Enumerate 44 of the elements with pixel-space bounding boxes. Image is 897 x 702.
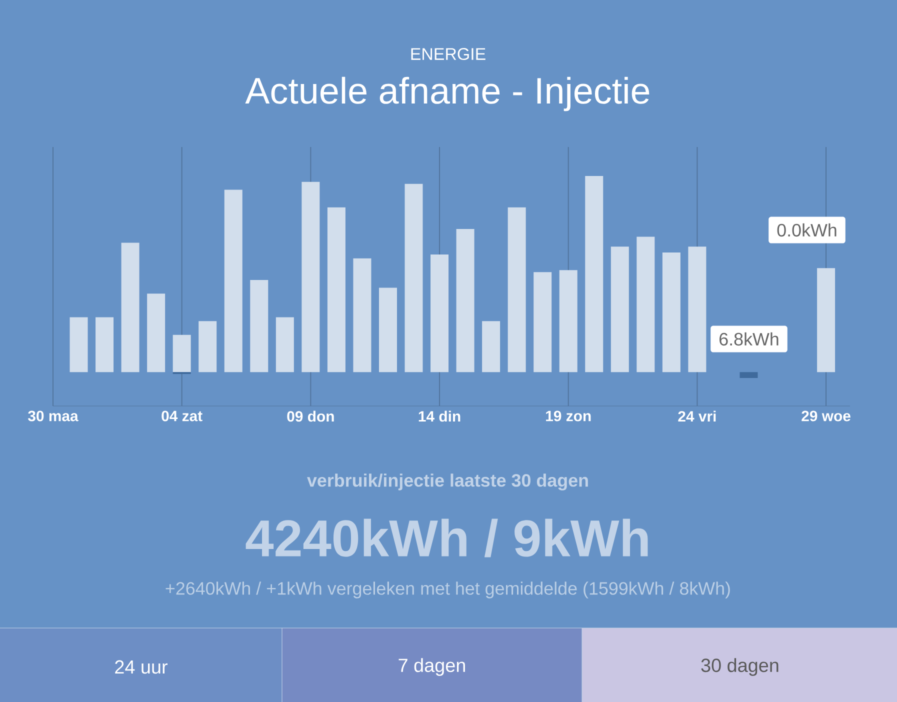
annotation: 0.0kWh xyxy=(777,223,836,237)
bar xyxy=(817,268,836,372)
text: verbruik/injectie laatste 30 dagen xyxy=(307,474,588,490)
text: 24 uur xyxy=(115,660,168,674)
bar xyxy=(688,246,706,372)
bar xyxy=(662,252,680,372)
annotation: 6.8kWh xyxy=(720,332,778,346)
bar xyxy=(224,190,242,372)
bar xyxy=(121,242,140,372)
bar xyxy=(559,270,578,372)
bar xyxy=(404,184,423,372)
bar xyxy=(636,236,655,372)
bar xyxy=(250,280,268,372)
bar xyxy=(508,207,526,372)
x-tick-label: 24 vri xyxy=(678,410,716,422)
bar xyxy=(585,176,604,372)
bar xyxy=(198,321,217,372)
x-tick-label: 04 zat xyxy=(162,410,202,422)
bar xyxy=(327,207,346,372)
chart-title: Actuele afname - Injectie xyxy=(245,76,650,112)
x-tick-label: 09 don xyxy=(287,410,334,422)
x-tick-label: 19 zon xyxy=(546,410,591,422)
bar xyxy=(610,246,629,372)
bar xyxy=(96,317,114,372)
bar xyxy=(534,272,552,372)
text: 4240kWh / 9kWh xyxy=(246,518,648,558)
bar xyxy=(70,317,88,372)
bar xyxy=(378,288,397,372)
bar xyxy=(302,182,320,372)
bar xyxy=(172,334,191,372)
x-tick-label: 30 maa xyxy=(28,410,78,422)
x-tick-label: 29 woe xyxy=(802,410,850,422)
text: +2640kWh / +1kWh vergeleken met het gemiddelde (1599kWh / 8kWh) xyxy=(166,582,730,598)
bar xyxy=(353,258,372,372)
bar xyxy=(430,254,449,372)
bar xyxy=(276,317,294,372)
chart-subtitle: ENERGIE xyxy=(411,48,486,60)
bar xyxy=(482,321,500,372)
bar xyxy=(740,372,758,378)
text: 7 dagen xyxy=(398,658,465,676)
text: 30 dagen xyxy=(701,658,778,676)
bar xyxy=(147,294,166,372)
x-tick-label: 14 din xyxy=(418,410,460,422)
bar xyxy=(456,228,474,372)
